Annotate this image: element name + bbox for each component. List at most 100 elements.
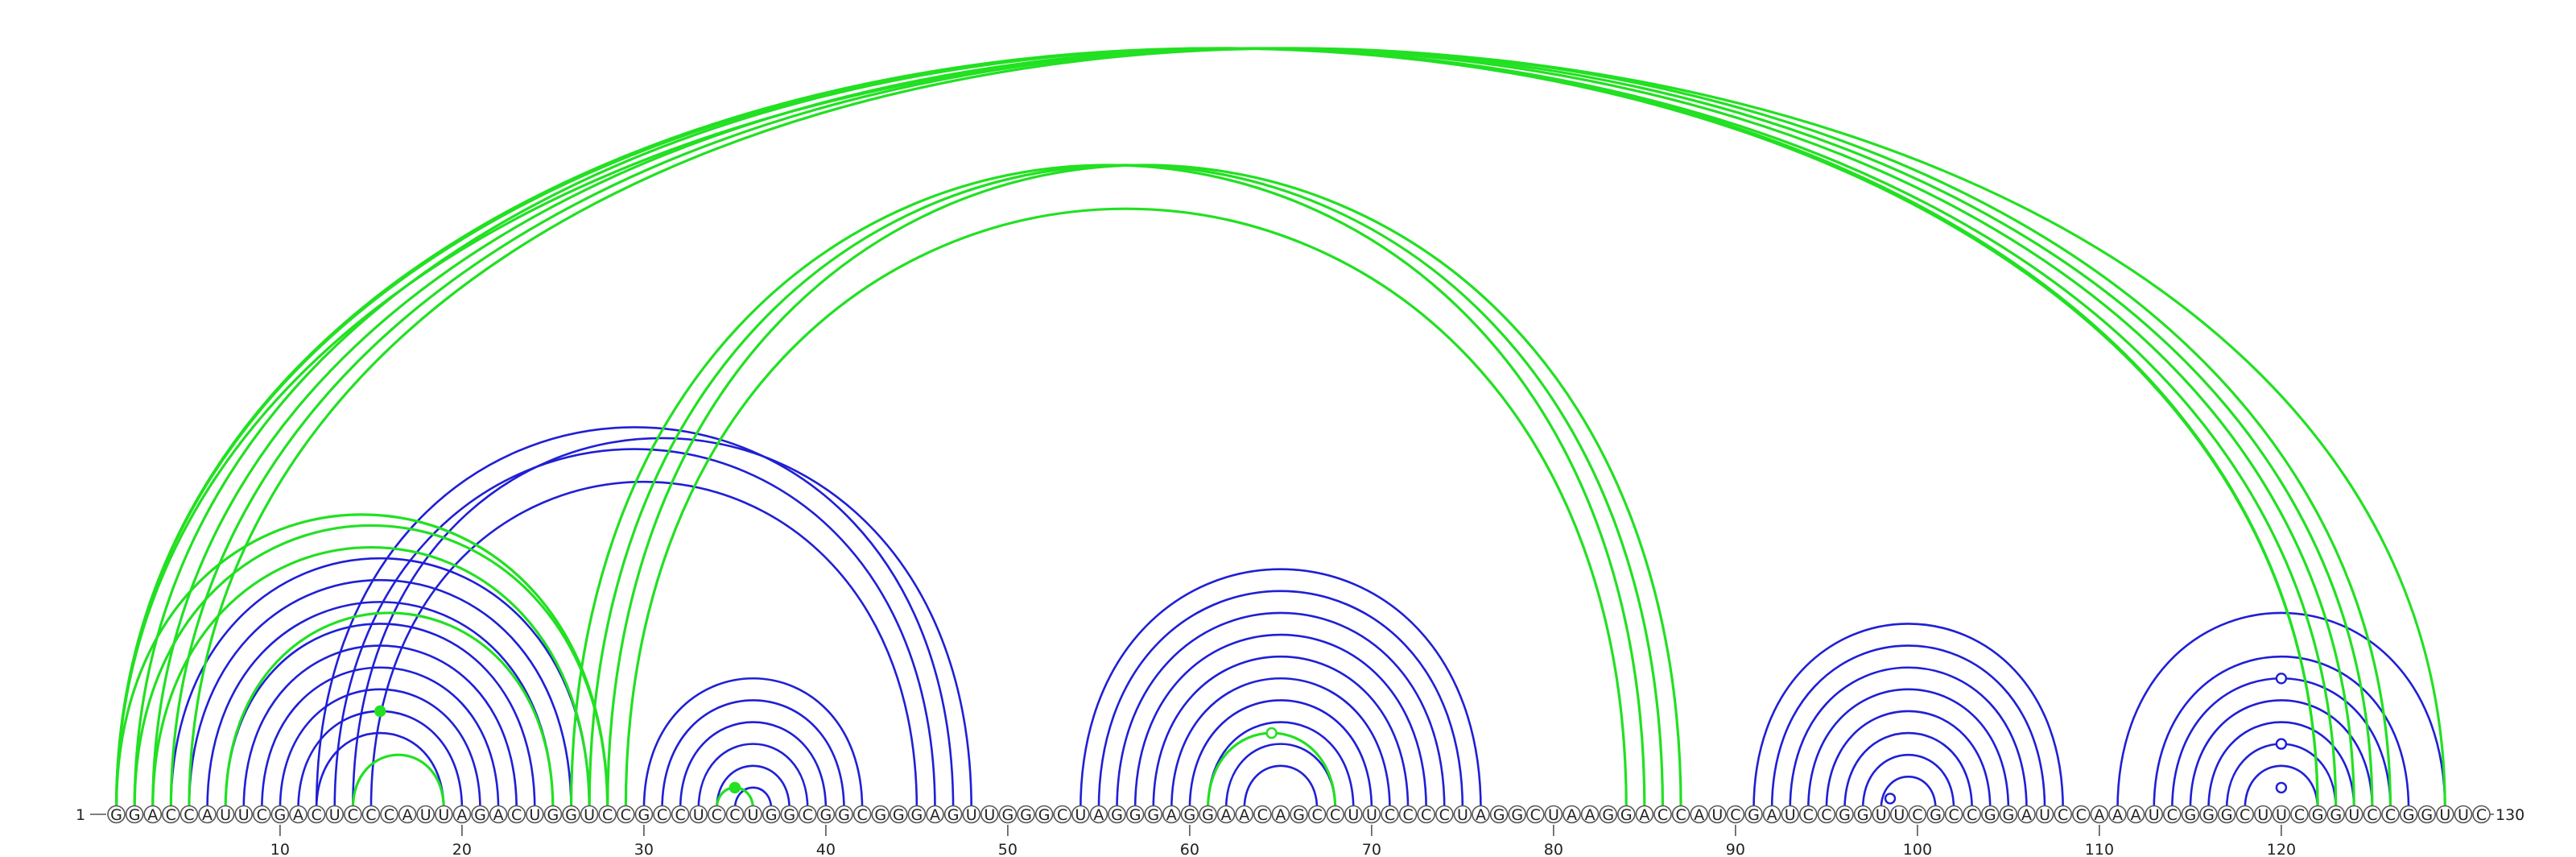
nucleotide-circle (1017, 805, 1035, 824)
nucleotide-circle (2345, 805, 2363, 824)
nucleotide: C (598, 805, 617, 824)
nucleotide: U (234, 805, 254, 824)
green-base-pair-arc (114, 47, 2446, 810)
nucleotide-letter: G (820, 806, 832, 824)
nucleotide-letter: U (1876, 806, 1887, 824)
nucleotide-letter: C (1530, 806, 1541, 824)
nucleotide-letter: G (1748, 806, 1760, 824)
nucleotide-letter: U (2276, 806, 2287, 824)
nucleotide-circle (926, 805, 944, 824)
sequence-end-label: 130 (2496, 806, 2524, 824)
nucleotide-circle (671, 805, 690, 824)
nucleotide-circle (653, 805, 671, 824)
nucleotide-circle (1799, 805, 1818, 824)
nucleotide-circle (2254, 805, 2273, 824)
nucleotide-letter: C (365, 806, 376, 824)
nucleotide: G (2181, 805, 2200, 824)
nucleotide: A (2090, 805, 2109, 824)
nucleotide-letter: C (621, 806, 631, 824)
nucleotide: G (125, 805, 144, 824)
nucleotide-circle (361, 805, 381, 824)
nucleotide: G (471, 805, 489, 824)
nucleotide-circle (1726, 805, 1745, 824)
nucleotide: G (1744, 805, 1763, 824)
nucleotide-letter: C (2367, 806, 2377, 824)
nucleotide: G (890, 805, 908, 824)
nucleotide-letter: U (529, 806, 540, 824)
nucleotide-letter: C (1657, 806, 1668, 824)
nucleotide: U (1344, 805, 1363, 824)
nucleotide-letter: A (2112, 806, 2123, 824)
nucleotide: U (1781, 805, 1799, 824)
nucleotide: U (2145, 805, 2163, 824)
green-base-pair-arc (114, 513, 609, 810)
tick-label: 20 (452, 841, 472, 857)
nucleotide-circle (1653, 805, 1672, 824)
nucleotide-circle (1381, 805, 1399, 824)
nucleotide: A (198, 805, 217, 824)
nucleotide-letter: C (2476, 806, 2487, 824)
nucleotide: U (325, 805, 345, 824)
nucleotide-circle (1890, 805, 1909, 824)
nucleotide-circle (1398, 805, 1418, 824)
nucleotide-letter: U (2149, 806, 2160, 824)
nucleotide: G (107, 805, 126, 824)
nucleotide-circle (725, 805, 745, 824)
tick-label: 120 (2267, 841, 2296, 857)
nucleotide-circle (1180, 805, 1199, 824)
nucleotide-circle (1762, 805, 1781, 824)
nucleotide-letter: U (420, 806, 431, 824)
nucleotide-circle (852, 805, 872, 824)
nucleotide-letter: G (1493, 806, 1505, 824)
nucleotide: U (1362, 805, 1381, 824)
blue-base-pair-arc (2153, 656, 2410, 810)
blue-base-pair-arc (697, 743, 809, 810)
nucleotide-circle (1617, 805, 1636, 824)
nucleotide-circle (1235, 805, 1253, 824)
nucleotide-letter: G (783, 806, 795, 824)
nucleotide: G (1180, 805, 1199, 824)
nucleotide: C (380, 805, 398, 824)
nucleotide-letter: G (2221, 806, 2233, 824)
nucleotide-circle (1744, 805, 1763, 824)
nucleotide-letter: G (874, 806, 886, 824)
nucleotide-circle (452, 805, 472, 824)
nucleotide: U (689, 805, 708, 824)
nucleotide-letter: A (1567, 806, 1577, 824)
nucleotide-letter: U (1711, 806, 1723, 824)
pair-marker (1265, 727, 1278, 739)
nucleotide-letter: C (1439, 806, 1450, 824)
nucleotide: A (926, 805, 944, 824)
nucleotide-circle (434, 805, 453, 824)
nucleotide: G (1199, 805, 1217, 824)
nucleotide-letter: C (1803, 806, 1814, 824)
green-base-pair-arc (624, 207, 1628, 810)
nucleotide-letter: C (2385, 806, 2396, 824)
nucleotide-circle (325, 805, 345, 824)
nucleotide-circle (744, 805, 762, 824)
nucleotide-letter: C (602, 806, 613, 824)
nucleotide-letter: C (803, 806, 813, 824)
position-tick: 30 (634, 825, 654, 857)
nucleotide-letter: U (2458, 806, 2469, 824)
nucleotide-letter: C (2058, 806, 2068, 824)
blue-base-pair-arc (2207, 721, 2355, 810)
pair-marker (374, 705, 386, 718)
nucleotide-circle (1580, 805, 1600, 824)
nucleotide-letter: C (184, 806, 194, 824)
nucleotide-letter: G (2202, 806, 2215, 824)
nucleotide-circle (471, 805, 489, 824)
nucleotide-letter: C (857, 806, 867, 824)
nucleotide-circle (2108, 805, 2127, 824)
nucleotide: A (1580, 805, 1600, 824)
nucleotide: A (2108, 805, 2127, 824)
nucleotide-letter: G (1930, 806, 1942, 824)
nucleotide-letter: G (2312, 806, 2324, 824)
nucleotide-circle (835, 805, 853, 824)
nucleotide-circle (2399, 805, 2418, 824)
nucleotide-letter: U (748, 806, 759, 824)
nucleotide-circle (2054, 805, 2072, 824)
nucleotide: C (2072, 805, 2091, 824)
nucleotide: G (1125, 805, 1145, 824)
nucleotide: U (416, 805, 436, 824)
